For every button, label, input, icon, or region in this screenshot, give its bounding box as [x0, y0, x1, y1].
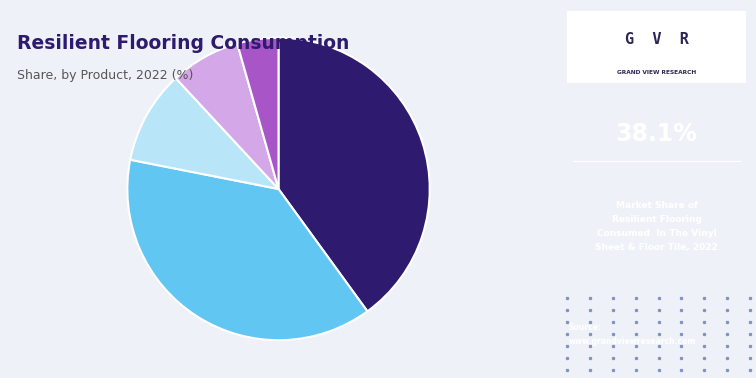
Text: 38.1%: 38.1% — [615, 122, 698, 146]
Legend: LVT, Vinyl Sheet & Floor Tile, Rubber, Linoleum, Cork: LVT, Vinyl Sheet & Floor Tile, Rubber, L… — [90, 375, 467, 378]
Text: Market Share of
Resilient Flooring
Consumed  In The Vinyl
Sheet & Floor Tile, 20: Market Share of Resilient Flooring Consu… — [595, 201, 718, 252]
Wedge shape — [175, 43, 278, 189]
Wedge shape — [278, 38, 429, 311]
Text: Source:
www.grandviewresearch.com: Source: www.grandviewresearch.com — [569, 324, 696, 345]
Text: GRAND VIEW RESEARCH: GRAND VIEW RESEARCH — [617, 70, 696, 75]
Text: G  V  R: G V R — [624, 32, 689, 47]
Text: Resilient Flooring Consumption: Resilient Flooring Consumption — [17, 34, 349, 53]
Wedge shape — [130, 78, 278, 189]
Wedge shape — [127, 160, 367, 340]
Text: Share, by Product, 2022 (%): Share, by Product, 2022 (%) — [17, 70, 193, 82]
FancyBboxPatch shape — [567, 11, 746, 83]
Wedge shape — [237, 38, 278, 189]
